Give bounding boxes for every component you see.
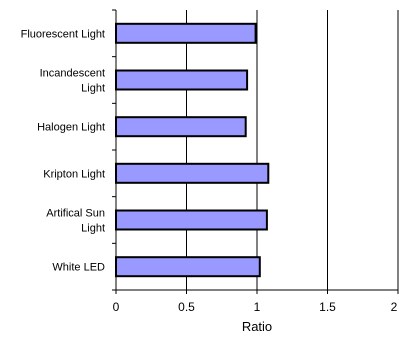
x-tick-label-3: 1.5 (319, 300, 336, 314)
x-tick-label-4: 2 (391, 300, 398, 314)
grid-lines (186, 10, 399, 290)
category-label-5: White LED (52, 262, 105, 274)
bar-3 (115, 162, 270, 184)
bar-5 (115, 256, 261, 278)
x-tick-label-1: 0.5 (178, 300, 195, 314)
category-label-4-line-0: Artifical Sun (46, 208, 105, 220)
category-label-0: Fluorescent Light (21, 28, 105, 40)
category-label-4-line-1: Light (81, 223, 105, 235)
bar-4 (115, 209, 268, 231)
bar-1 (115, 69, 249, 91)
category-label-1-line-0: Incandescent (40, 68, 105, 80)
x-tick-label-2: 1 (254, 300, 261, 314)
category-label-1-line-1: Light (81, 83, 105, 95)
category-label-2: Halogen Light (37, 122, 105, 134)
axes (112, 9, 399, 294)
bar-2 (115, 116, 247, 138)
category-labels: Fluorescent Light Incandescent Light Haloge… (21, 28, 105, 273)
category-label-3: Kripton Light (43, 168, 105, 180)
x-axis-title: Ratio (242, 319, 272, 334)
bar-0 (115, 22, 257, 44)
bars (115, 22, 270, 278)
x-tick-labels: 0 0.5 1 1.5 2 (113, 300, 398, 314)
x-tick-label-0: 0 (113, 300, 120, 314)
